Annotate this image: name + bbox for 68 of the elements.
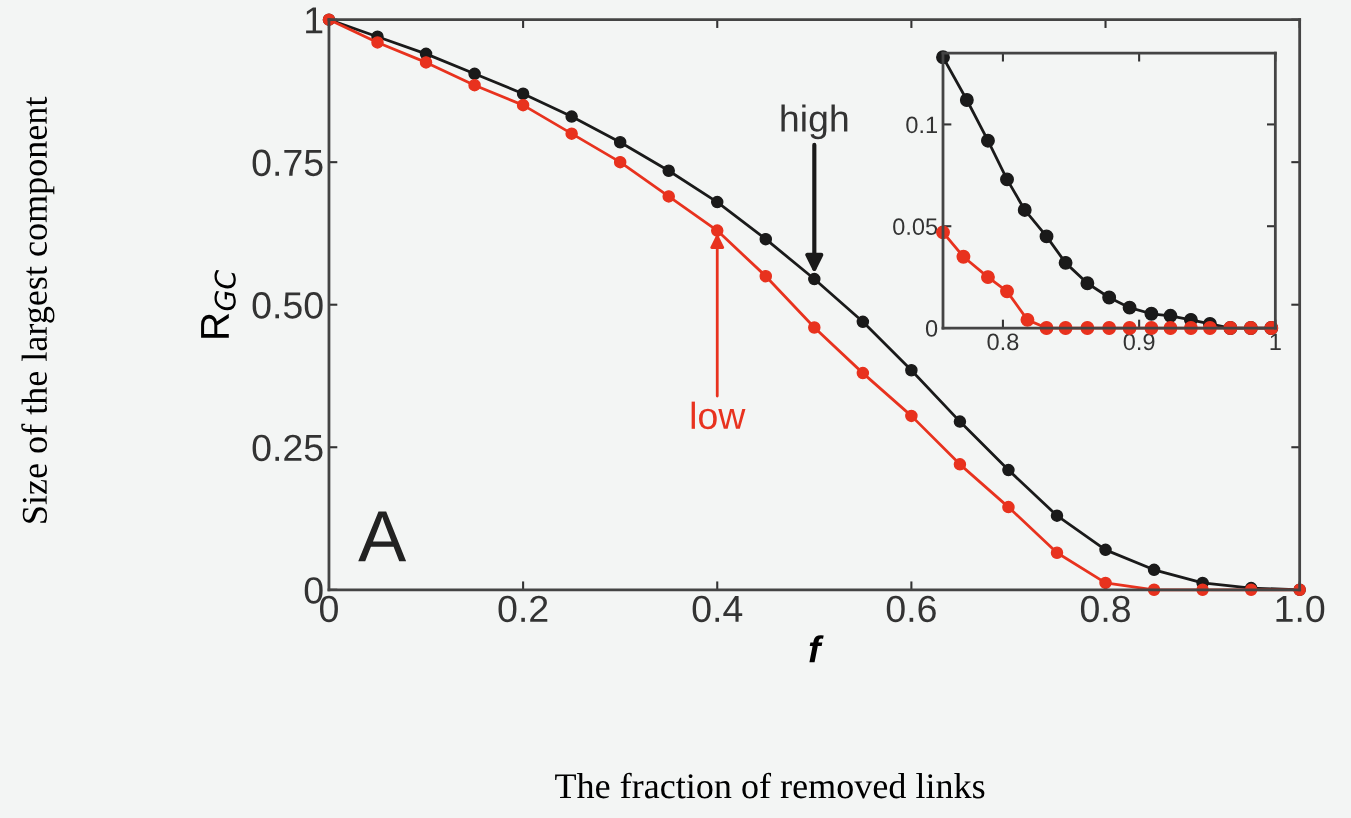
point (1002, 463, 1015, 477)
point (1163, 308, 1178, 323)
point (613, 135, 627, 149)
point (1099, 576, 1112, 590)
point (905, 364, 918, 377)
point (953, 415, 967, 428)
point (856, 366, 870, 380)
x-tick-label: 0.4 (692, 595, 743, 623)
point (565, 127, 578, 140)
point (1058, 255, 1073, 270)
y-tick-label: 0.25 (252, 434, 323, 462)
point (371, 36, 384, 49)
point (1002, 500, 1015, 514)
point (1050, 509, 1064, 522)
annotation: A (358, 511, 407, 562)
point (1000, 284, 1014, 299)
point (662, 164, 675, 177)
point (1102, 290, 1117, 305)
point (1080, 276, 1095, 291)
point (662, 190, 675, 203)
x-tick-label: 1.0 (1276, 595, 1325, 623)
point (959, 93, 974, 107)
point (1050, 546, 1064, 559)
x-tick-label: 0.8 (987, 333, 1019, 351)
y-axis-title: R$_{GC}$ (201, 270, 236, 338)
x-tick-label: 0.6 (886, 595, 936, 623)
point (956, 249, 971, 264)
point (808, 321, 821, 334)
point (759, 232, 773, 246)
y-tick-label: 0.75 (252, 149, 323, 177)
point (1144, 306, 1159, 321)
y-tick-label: 0.50 (252, 292, 323, 319)
point (1039, 229, 1054, 244)
point (613, 155, 627, 169)
point (808, 272, 821, 286)
y-tick-label: 0 (925, 320, 938, 337)
text: The fraction of removed links (555, 772, 985, 799)
y-tick-label: 0.05 (893, 218, 938, 236)
point (1020, 312, 1035, 327)
point (419, 56, 433, 69)
y-tick-label: 0.1 (906, 116, 937, 134)
x-tick-label: 0.8 (1080, 595, 1130, 623)
point (981, 133, 995, 148)
point (953, 458, 967, 471)
point (1122, 300, 1137, 315)
point (856, 315, 870, 329)
x-tick-label: 0.9 (1123, 333, 1155, 351)
annotation: low (691, 401, 746, 430)
x-tick-label: 0.2 (498, 595, 548, 623)
x-tick-label: 1 (1270, 333, 1281, 350)
text: Size of the largest component (21, 96, 55, 523)
annotation: high (781, 104, 848, 140)
point (710, 195, 724, 209)
point (516, 98, 530, 112)
y-tick-label: 1 (306, 7, 323, 34)
point (1147, 563, 1161, 577)
point (1099, 543, 1112, 557)
point (565, 110, 578, 123)
point (468, 78, 481, 92)
x-axis-title: f (809, 635, 824, 663)
point (1017, 202, 1032, 217)
point (981, 270, 995, 285)
point (905, 409, 918, 423)
point (516, 87, 530, 101)
point (468, 67, 481, 81)
point (710, 224, 724, 237)
point (1000, 172, 1014, 187)
point (759, 269, 773, 283)
